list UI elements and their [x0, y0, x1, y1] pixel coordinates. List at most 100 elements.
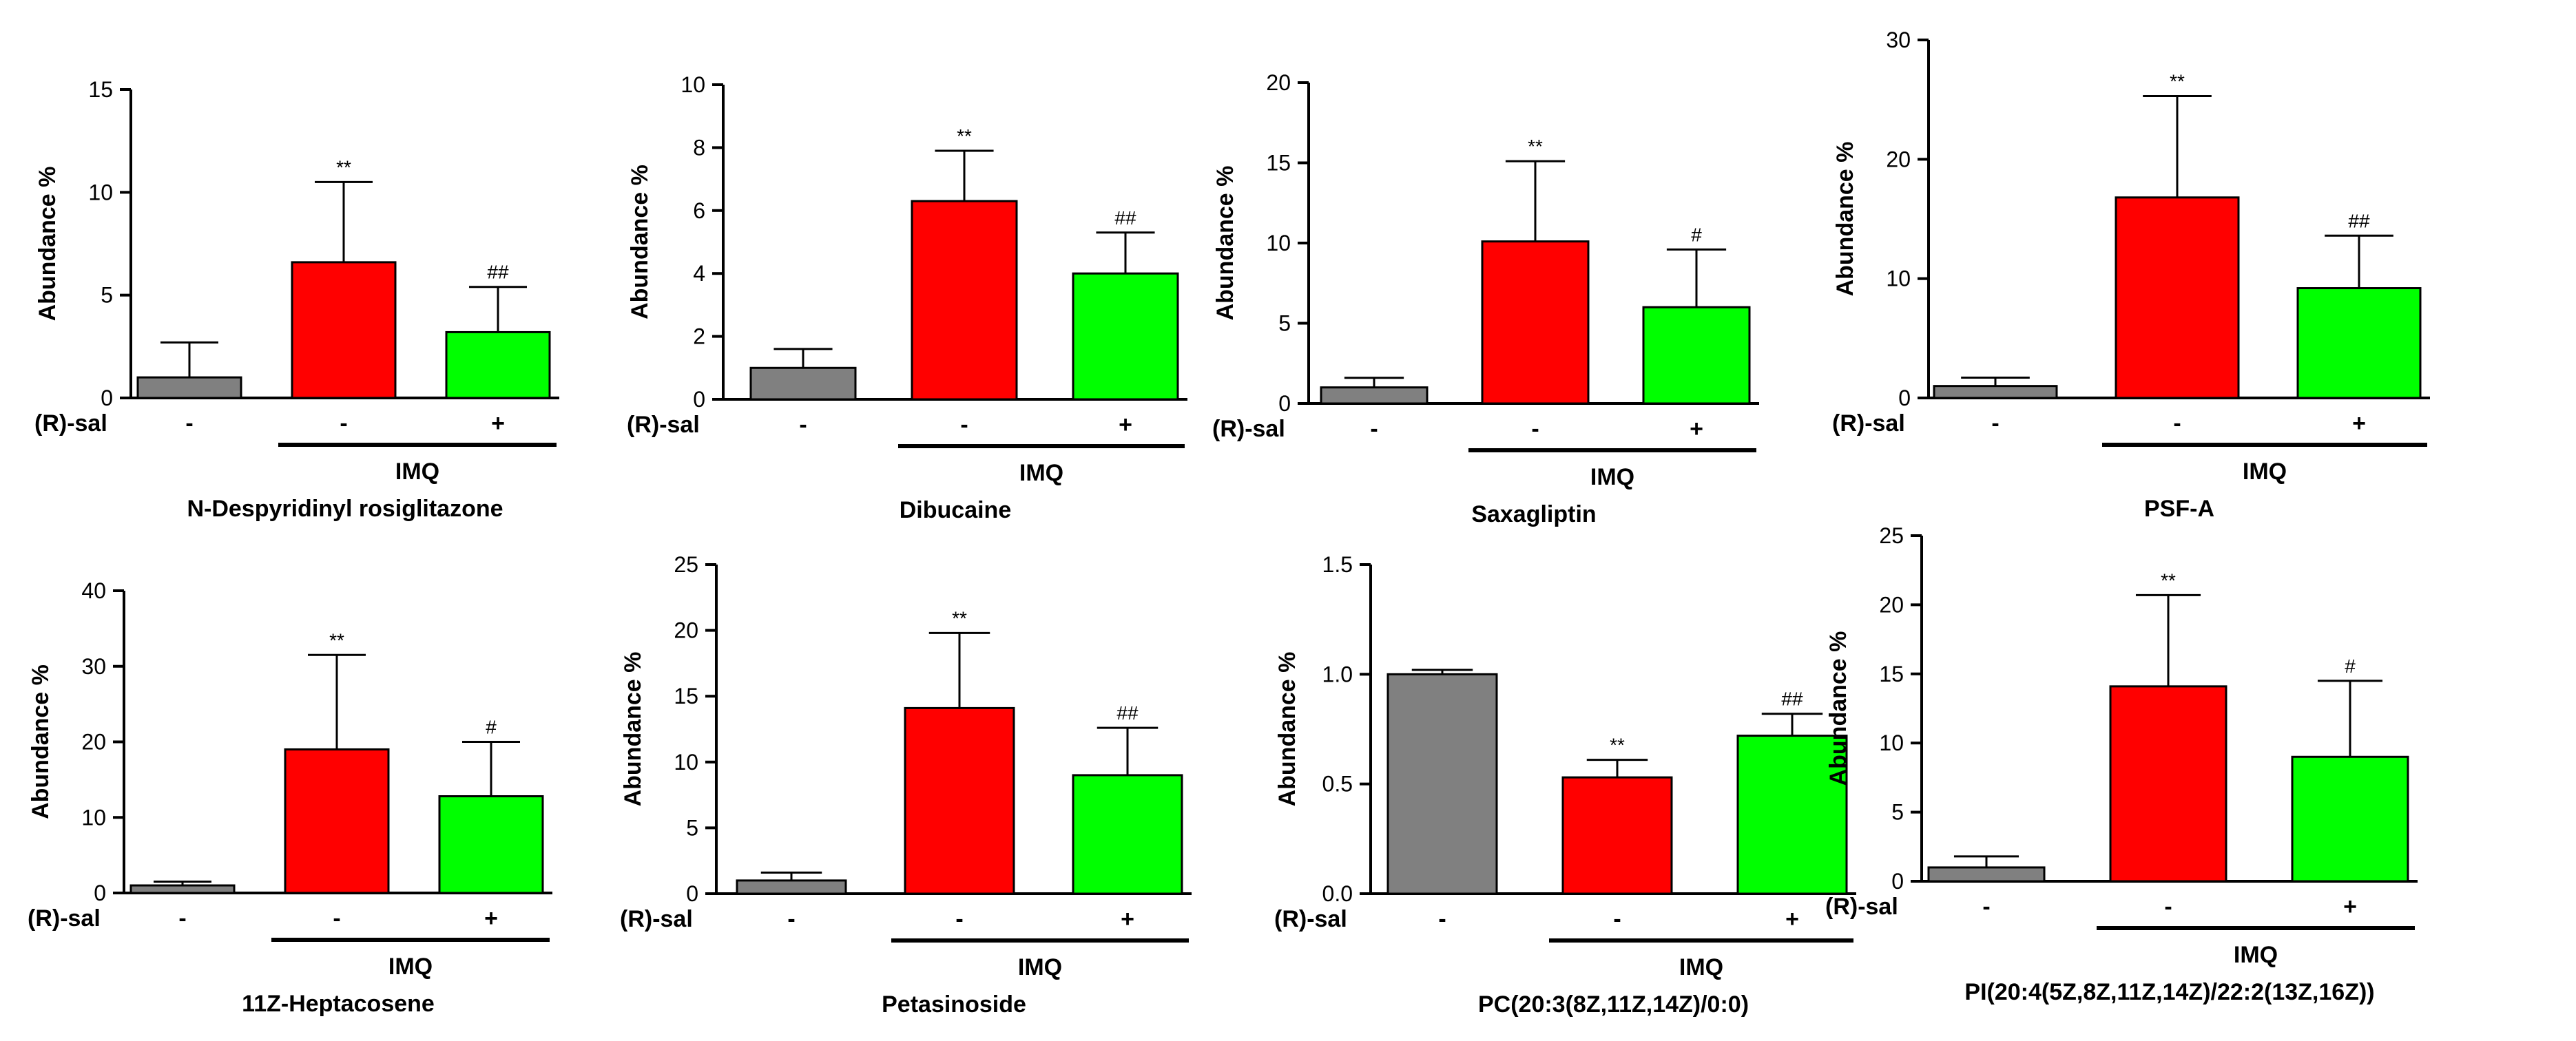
bar-control: [1927, 866, 2046, 883]
y-tick-label: 25: [1879, 523, 1904, 548]
y-tick-label: 15: [1879, 662, 1904, 686]
y-tick-label: 15: [674, 684, 698, 708]
significance-label: ##: [1114, 207, 1136, 229]
chart-title: Dibucaine: [900, 497, 1011, 523]
bar-imq: [291, 261, 397, 399]
chart-panel-8: 0 5 10 15 20 25 Abundance % - ** - # + (R)-sal IMQ PI(…: [1825, 523, 2418, 1005]
significance-label: ##: [2348, 210, 2370, 231]
treatment-mark: +: [1119, 412, 1132, 438]
y-tick-label: 0: [101, 386, 113, 410]
treatment-mark: +: [2343, 894, 2357, 920]
imq-group-label: IMQ: [1679, 954, 1723, 980]
chart-panel-2: 0 2 4 6 8 10 Abundance % - ** - ## + (R)-sal IMQ Dibuc…: [627, 72, 1187, 523]
y-tick-label: 10: [1886, 266, 1911, 291]
y-tick-label: 0: [686, 881, 698, 906]
y-tick-label: 20: [1886, 147, 1911, 171]
chart-panel-6: 0 5 10 15 20 25 Abundance % - ** - ## + (R)-sal IMQ Pe…: [620, 552, 1192, 1018]
y-axis-title: Abundance %: [1832, 142, 1858, 297]
bar-imq: [2109, 685, 2227, 883]
y-tick-label: 10: [681, 72, 705, 97]
treatment-mark: -: [799, 412, 807, 438]
bar-imq-r-sal: [438, 795, 544, 894]
bar-control: [136, 376, 242, 399]
y-tick-label: 10: [88, 180, 113, 204]
chart-panel-7: 0.0 0.5 1.0 1.5 Abundance % - ** - ## + (R)-sal IMQ…: [1274, 552, 1856, 1018]
y-tick-label: 8: [693, 135, 705, 160]
bar-control: [736, 879, 847, 895]
treatment-mark: -: [787, 906, 795, 932]
significance-label: **: [2161, 569, 2176, 591]
chart-title: PI(20:4(5Z,8Z,11Z,14Z)/22:2(13Z,16Z)): [1964, 979, 2374, 1005]
y-tick-label: 0: [94, 881, 106, 905]
y-tick-label: 10: [1266, 231, 1291, 255]
bar-imq: [1481, 240, 1590, 405]
significance-label: **: [952, 607, 967, 629]
treatment-mark: +: [1121, 906, 1134, 932]
y-tick-label: 1.5: [1322, 552, 1353, 577]
treatment-mark: -: [1991, 410, 1999, 437]
treatment-mark: -: [2164, 894, 2172, 920]
treatment-mark: -: [1531, 416, 1539, 442]
bar-imq: [2115, 196, 2240, 399]
imq-group-label: IMQ: [2243, 459, 2287, 485]
bar-control: [749, 366, 857, 401]
significance-label: **: [336, 156, 351, 178]
treatment-mark: -: [1438, 906, 1446, 932]
treatment-mark: -: [185, 410, 193, 437]
y-axis-title: Abundance %: [1274, 652, 1300, 807]
y-axis-title: Abundance %: [620, 652, 646, 807]
bar-imq-r-sal: [2291, 755, 2409, 883]
y-tick-label: 10: [1879, 730, 1904, 755]
imq-group-label: IMQ: [1019, 460, 1063, 486]
treatment-row-label: (R)-sal: [28, 905, 101, 932]
treatment-row-label: (R)-sal: [34, 410, 107, 437]
significance-label: ##: [487, 262, 509, 283]
bar-imq: [1561, 776, 1673, 895]
imq-group-label: IMQ: [1590, 464, 1634, 490]
bar-imq: [284, 748, 390, 894]
treatment-mark: -: [1613, 906, 1621, 932]
imq-group-label: IMQ: [395, 459, 439, 485]
y-tick-label: 20: [1879, 592, 1904, 617]
treatment-mark: +: [2352, 410, 2366, 437]
y-tick-label: 20: [674, 618, 698, 643]
significance-label: **: [2170, 70, 2185, 92]
y-tick-label: 25: [674, 552, 698, 577]
treatment-row-label: (R)-sal: [1825, 894, 1898, 920]
chart-title: N-Despyridinyl rosiglitazone: [187, 496, 503, 522]
y-tick-label: 0: [693, 387, 705, 412]
y-tick-label: 40: [81, 578, 106, 603]
bar-imq-r-sal: [1736, 735, 1848, 895]
treatment-mark: -: [333, 905, 340, 932]
bar-imq-r-sal: [2296, 287, 2422, 399]
significance-label: **: [329, 629, 344, 651]
treatment-row-label: (R)-sal: [627, 412, 700, 438]
y-tick-label: 0: [1891, 869, 1904, 894]
bar-imq: [911, 200, 1018, 401]
y-tick-label: 30: [1886, 28, 1911, 52]
y-tick-label: 5: [686, 815, 698, 840]
treatment-row-label: (R)-sal: [620, 906, 693, 932]
imq-group-label: IMQ: [388, 954, 433, 980]
treatment-mark: -: [1370, 416, 1378, 442]
y-tick-label: 5: [1278, 311, 1291, 336]
chart-panel-3: 0 5 10 15 20 Abundance % - ** - # + (R)-sal IMQ Saxag…: [1212, 70, 1759, 527]
bar-control: [1320, 386, 1429, 405]
treatment-mark: +: [1690, 416, 1703, 442]
treatment-mark: -: [955, 906, 963, 932]
significance-label: ##: [1781, 688, 1803, 710]
bar-imq-r-sal: [1642, 306, 1751, 405]
imq-group-label: IMQ: [2234, 942, 2278, 968]
chart-title: Saxagliptin: [1471, 501, 1596, 527]
treatment-mark: -: [1982, 894, 1990, 920]
y-axis-title: Abundance %: [1825, 631, 1851, 786]
y-tick-label: 6: [693, 198, 705, 223]
y-tick-label: 5: [101, 283, 113, 308]
bar-control: [1386, 673, 1498, 895]
significance-label: #: [1691, 224, 1702, 245]
treatment-row-label: (R)-sal: [1832, 410, 1905, 437]
significance-label: **: [1528, 136, 1543, 157]
treatment-mark: -: [178, 905, 186, 932]
bar-control: [1933, 385, 2058, 399]
y-tick-label: 0: [1898, 386, 1911, 410]
